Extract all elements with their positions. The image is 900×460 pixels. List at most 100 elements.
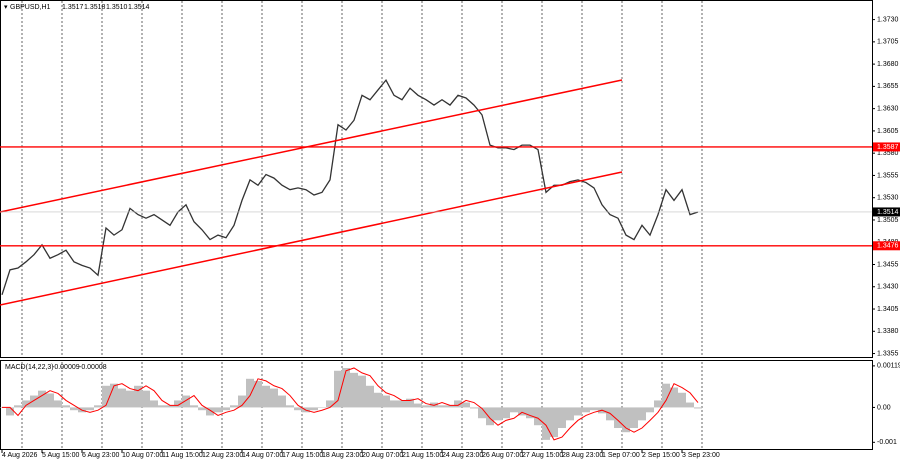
macd-bar — [478, 407, 486, 419]
y-tick-label: 1.3405 — [877, 306, 899, 313]
macd-bar — [686, 402, 694, 408]
macd-bar — [494, 407, 502, 421]
macd-bar — [86, 407, 94, 411]
y-tick-label: 1.3605 — [877, 128, 899, 135]
macd-bar — [150, 400, 158, 408]
macd-bar — [246, 378, 254, 408]
macd-bar — [422, 405, 430, 408]
current-price-label: 1.3514 — [877, 209, 899, 216]
macd-bar — [382, 395, 390, 408]
x-tick-label: 1 Sep 07:00 — [602, 452, 640, 459]
macd-bar — [54, 400, 62, 408]
y-tick-label: 1.3730 — [877, 16, 899, 23]
macd-bar — [350, 372, 358, 408]
y-tick-label: 1.3530 — [877, 195, 899, 202]
x-tick-label: 14 Aug 07:00 — [242, 452, 283, 459]
y-tick-label: 1.3705 — [877, 39, 899, 46]
symbol-title: GBPUSD,H1 — [10, 4, 51, 11]
y-tick-label: 1.3680 — [877, 61, 899, 68]
macd-bar — [462, 402, 470, 408]
macd-title: MACD(14,22,3) — [5, 364, 54, 371]
macd-bar — [102, 385, 110, 408]
macd-bar — [446, 405, 454, 408]
macd-bar — [454, 400, 462, 408]
macd-bar — [286, 405, 294, 408]
x-tick-label: 20 Aug 07:00 — [362, 452, 403, 459]
x-tick-label: 12 Aug 23:00 — [202, 452, 243, 459]
macd-bar — [182, 395, 190, 408]
macd-bar — [14, 405, 22, 408]
macd-bar — [574, 407, 582, 416]
x-tick-label: 11 Aug 15:00 — [162, 452, 203, 459]
macd-bar — [166, 405, 174, 408]
macd-bar — [662, 383, 670, 408]
macd-bar — [558, 407, 566, 429]
macd-bar — [254, 380, 262, 408]
macd-bar — [366, 385, 374, 408]
macd-bar — [550, 407, 558, 438]
macd-bar — [470, 407, 478, 409]
x-tick-label: 2 Sep 15:00 — [642, 452, 680, 459]
macd-bar — [118, 388, 126, 408]
macd-bar — [646, 407, 654, 413]
macd-bar — [566, 407, 574, 421]
channel-lower — [0, 171, 623, 306]
macd-bar — [70, 407, 78, 411]
macd-bar — [342, 367, 350, 408]
macd-bar — [214, 407, 222, 413]
macd-bar — [222, 407, 230, 411]
macd-bar — [678, 392, 686, 408]
y-tick-label: 0.00 — [877, 404, 891, 411]
macd-bar — [30, 395, 38, 408]
macd-bar — [310, 407, 318, 411]
price-panel — [0, 0, 873, 358]
macd-bar — [46, 393, 54, 408]
y-tick-label: 1.3430 — [877, 284, 899, 291]
quote-value: 1.3510 — [106, 4, 128, 11]
x-tick-label: 27 Aug 15:00 — [522, 452, 563, 459]
macd-bar — [230, 405, 238, 408]
macd-signal — [2, 367, 699, 441]
macd-bar — [630, 407, 638, 429]
macd-bar — [414, 403, 422, 408]
macd-bar — [334, 370, 342, 408]
y-tick-label: 1.3455 — [877, 261, 899, 268]
x-tick-label: 5 Aug 15:00 — [42, 452, 79, 459]
macd-bar — [406, 398, 414, 408]
channel-upper — [0, 79, 623, 213]
macd-bar — [398, 400, 406, 408]
macd-bar — [174, 400, 182, 408]
macd-bar — [38, 390, 46, 408]
plot-layer — [0, 1, 703, 449]
y-tick-label: -0.001 — [877, 439, 897, 446]
x-tick-label: 17 Aug 15:00 — [282, 452, 323, 459]
macd-bar — [638, 407, 646, 421]
macd-bar — [694, 407, 702, 409]
macd-value: -0.00009 — [52, 364, 80, 371]
macd-bar — [110, 383, 118, 408]
macd-bar — [238, 395, 246, 408]
y-tick-label: 1.3380 — [877, 328, 899, 335]
quote-value: 1.3518 — [84, 4, 106, 11]
macd-bar — [318, 407, 326, 408]
macd-bar — [670, 387, 678, 408]
macd-bar — [510, 407, 518, 413]
macd-bar — [518, 407, 526, 416]
macd-bar — [590, 407, 598, 411]
x-tick-label: 3 Sep 23:00 — [682, 452, 720, 459]
macd-bar — [654, 400, 662, 408]
macd-bar — [486, 407, 494, 426]
macd-bar — [190, 405, 198, 408]
macd-bar — [294, 407, 302, 411]
macd-bar — [374, 392, 382, 408]
macd-bar — [206, 407, 214, 416]
macd-bar — [134, 385, 142, 408]
y-tick-label: 1.3655 — [877, 83, 899, 90]
x-tick-label: 21 Aug 15:00 — [402, 452, 443, 459]
macd-bar — [326, 400, 334, 408]
macd-bar — [126, 390, 134, 408]
macd-bar — [614, 407, 622, 429]
macd-bar — [142, 390, 150, 408]
y-tick-label: 1.3555 — [877, 172, 899, 179]
